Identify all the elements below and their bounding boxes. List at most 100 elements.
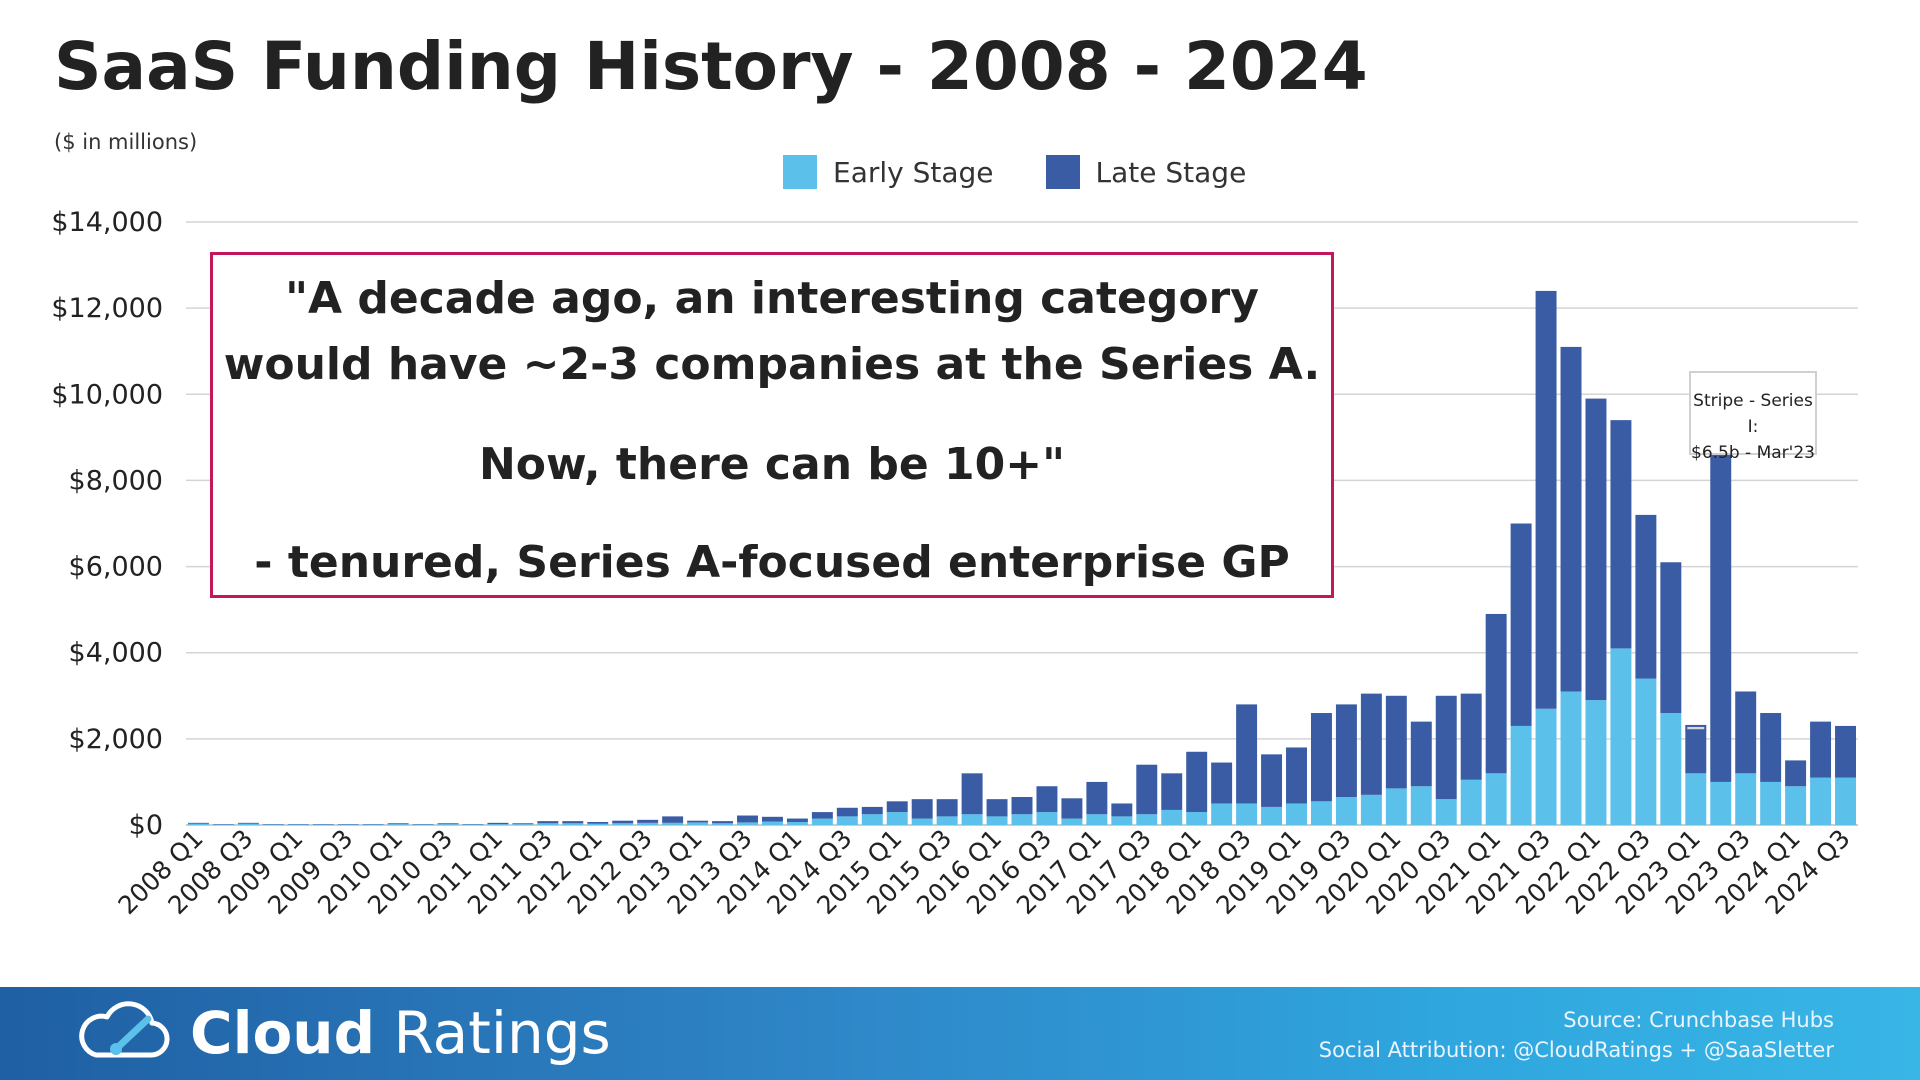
- bar-early: [936, 816, 958, 825]
- bar-late: [1710, 377, 1732, 782]
- funding-bar-chart: $0 $2,000 $4,000 $6,000 $8,000 $10,000 $12,000…: [51, 207, 1858, 920]
- bar-early: [437, 824, 459, 825]
- bar-late: [836, 807, 858, 817]
- bar-late: [1036, 786, 1058, 813]
- quote-line-4: - tenured, Series A-focused enterprise G…: [254, 537, 1290, 588]
- legend-swatch-early: [783, 155, 817, 189]
- bar-early: [1111, 816, 1133, 825]
- bar-late: [1485, 613, 1507, 774]
- bar-early: [1136, 814, 1158, 825]
- bar-early: [1335, 797, 1357, 825]
- bar-late: [1735, 691, 1757, 774]
- bar-late: [1460, 693, 1482, 780]
- legend-item-late: Late Stage: [1045, 155, 1247, 189]
- bar-early: [1410, 786, 1432, 825]
- y-tick-label: $14,000: [51, 207, 163, 238]
- bar-late: [1360, 693, 1382, 795]
- bar-early: [1560, 691, 1582, 825]
- bar-late: [587, 821, 609, 824]
- bar-late: [1610, 420, 1632, 649]
- bar-early: [1535, 708, 1557, 825]
- bar-early: [712, 823, 734, 825]
- quote-box: "A decade ago, an interesting category w…: [210, 252, 1334, 598]
- bar-late: [1585, 398, 1607, 701]
- bar-early: [1485, 773, 1507, 825]
- bar-late: [886, 801, 908, 813]
- bar-early: [737, 822, 758, 825]
- bar-early: [811, 818, 833, 825]
- bar-late: [1111, 803, 1133, 817]
- bar-late: [1385, 695, 1407, 789]
- chart-title: SaaS Funding History - 2008 - 2024: [54, 28, 1368, 105]
- brand-name: Cloud Ratings: [190, 999, 611, 1067]
- bar-late: [1136, 764, 1158, 815]
- bar-early: [188, 823, 209, 825]
- bar-late: [387, 823, 409, 825]
- y-tick-label: $6,000: [69, 552, 163, 583]
- chart-legend: Early Stage Late Stage: [783, 155, 1298, 189]
- callout-line-1: Stripe - Series I:: [1693, 391, 1813, 437]
- cloud-logo-icon: [79, 1001, 170, 1058]
- legend-swatch-late: [1045, 155, 1080, 189]
- y-tick-label: $10,000: [51, 379, 163, 410]
- bar-late: [1211, 762, 1233, 804]
- bar-early: [387, 824, 409, 825]
- bar-highlight-stripe: [1685, 724, 1707, 732]
- bar-late: [1286, 747, 1307, 804]
- legend-label-early: Early Stage: [833, 155, 994, 189]
- bar-early: [911, 818, 933, 825]
- brand-regular: Ratings: [375, 999, 611, 1067]
- bar-early: [1261, 806, 1283, 825]
- bar-late: [786, 818, 808, 822]
- bar-early: [1036, 812, 1058, 825]
- bar-early: [961, 814, 983, 825]
- bar-early: [761, 821, 783, 825]
- bar-early: [512, 824, 534, 825]
- bar-early: [1510, 725, 1532, 825]
- bar-late: [1236, 704, 1258, 804]
- bar-early: [1186, 812, 1208, 825]
- bar-late: [1186, 751, 1208, 813]
- bar-late: [861, 806, 883, 815]
- bar-early: [886, 812, 908, 825]
- bar-early: [1610, 648, 1632, 825]
- y-tick-label: $12,000: [51, 293, 163, 324]
- quote-line-2: would have ~2-3 companies at the Series …: [223, 339, 1321, 390]
- bar-late: [1685, 730, 1707, 774]
- brand-bold: Cloud: [190, 999, 376, 1067]
- bar-early: [1161, 809, 1183, 825]
- bar-late: [1785, 760, 1807, 787]
- bar-early: [1286, 803, 1307, 825]
- bar-late: [537, 821, 559, 824]
- bar-late: [1061, 798, 1083, 819]
- bar-early: [1710, 781, 1732, 825]
- bar-late: [961, 773, 983, 815]
- bar-late: [761, 816, 783, 822]
- bar-late: [1835, 725, 1856, 778]
- source-text: Source: Crunchbase Hubs: [1563, 1008, 1834, 1032]
- bar-late: [712, 821, 734, 824]
- bar-late: [188, 822, 209, 824]
- bar-late: [1335, 704, 1357, 798]
- bar-late: [1535, 290, 1557, 709]
- bar-early: [562, 823, 584, 825]
- bar-early: [537, 823, 559, 825]
- bar-early: [1735, 773, 1757, 825]
- bar-late: [1261, 754, 1283, 807]
- bar-late: [662, 816, 684, 823]
- stripe-callout: Stripe - Series I: $6.5b - Mar'23: [1689, 371, 1817, 463]
- bar-late: [1310, 713, 1332, 802]
- bar-early: [1835, 777, 1856, 825]
- bar-late: [1660, 562, 1682, 714]
- bar-early: [836, 816, 858, 825]
- legend-label-late: Late Stage: [1095, 155, 1247, 189]
- bar-late: [612, 820, 634, 824]
- quote-line-1: "A decade ago, an interesting category: [285, 273, 1259, 324]
- bar-late: [1011, 797, 1033, 815]
- bar-late: [512, 823, 534, 825]
- bar-early: [1585, 700, 1607, 825]
- bar-late: [1760, 713, 1782, 782]
- y-tick-label: $8,000: [69, 465, 163, 496]
- source-notes: Source: Crunchbase Hubs Social Attributi…: [1319, 1005, 1834, 1065]
- legend-item-early: Early Stage: [783, 155, 994, 189]
